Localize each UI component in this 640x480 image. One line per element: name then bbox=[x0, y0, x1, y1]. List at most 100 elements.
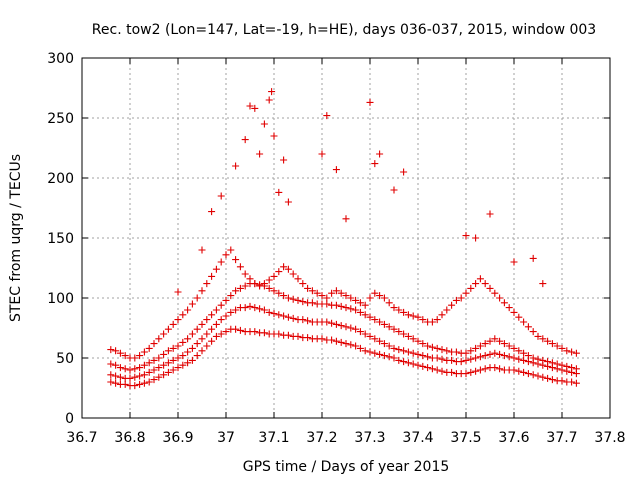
data-point bbox=[294, 275, 302, 283]
data-point bbox=[280, 156, 288, 164]
data-point bbox=[164, 325, 172, 333]
data-point bbox=[193, 294, 201, 302]
data-point bbox=[380, 294, 388, 302]
data-point bbox=[131, 373, 139, 381]
data-point bbox=[448, 368, 456, 376]
series-3 bbox=[107, 246, 580, 362]
data-point bbox=[510, 354, 518, 362]
data-point bbox=[337, 289, 345, 297]
data-point bbox=[116, 373, 124, 381]
data-point bbox=[356, 308, 364, 316]
data-point bbox=[404, 332, 412, 340]
data-point bbox=[534, 355, 542, 363]
data-point bbox=[491, 349, 499, 357]
data-point bbox=[212, 306, 220, 314]
data-point bbox=[169, 320, 177, 328]
data-point bbox=[376, 337, 384, 345]
data-point bbox=[342, 323, 350, 331]
data-point bbox=[433, 316, 441, 324]
data-point bbox=[572, 379, 580, 387]
data-point bbox=[222, 251, 230, 259]
data-point bbox=[217, 316, 225, 324]
data-point bbox=[553, 360, 561, 368]
data-point bbox=[284, 198, 292, 206]
data-point bbox=[380, 320, 388, 328]
data-point bbox=[251, 328, 259, 336]
data-point bbox=[472, 367, 480, 375]
data-point bbox=[236, 326, 244, 334]
y-tick-label: 250 bbox=[47, 111, 74, 127]
data-point bbox=[366, 332, 374, 340]
data-point bbox=[193, 325, 201, 333]
data-point bbox=[121, 365, 129, 373]
data-point bbox=[232, 287, 240, 295]
data-point bbox=[467, 347, 475, 355]
data-point bbox=[419, 362, 427, 370]
data-point bbox=[155, 364, 163, 372]
data-point bbox=[486, 210, 494, 218]
data-point bbox=[174, 288, 182, 296]
data-point bbox=[361, 301, 369, 309]
data-point bbox=[107, 371, 115, 379]
data-point bbox=[126, 374, 134, 382]
data-point bbox=[371, 349, 379, 357]
y-axis-label: STEC from uqrg / TECUs bbox=[8, 154, 24, 322]
data-point bbox=[150, 366, 158, 374]
data-point bbox=[438, 355, 446, 363]
data-point bbox=[371, 316, 379, 324]
x-tick-label: 37.6 bbox=[498, 430, 529, 446]
data-point bbox=[496, 294, 504, 302]
data-point bbox=[424, 353, 432, 361]
data-point bbox=[438, 367, 446, 375]
data-point bbox=[260, 306, 268, 314]
data-point bbox=[131, 354, 139, 362]
data-point bbox=[265, 284, 273, 292]
series-0 bbox=[107, 325, 580, 390]
data-point bbox=[112, 379, 120, 387]
data-point bbox=[472, 234, 480, 242]
data-point bbox=[107, 378, 115, 386]
data-point bbox=[179, 338, 187, 346]
data-point bbox=[438, 346, 446, 354]
data-point bbox=[203, 316, 211, 324]
x-tick-label: 37.2 bbox=[306, 430, 337, 446]
data-point bbox=[352, 296, 360, 304]
series-4 bbox=[174, 88, 547, 296]
data-point bbox=[539, 356, 547, 364]
data-point bbox=[428, 365, 436, 373]
data-point bbox=[270, 287, 278, 295]
data-point bbox=[270, 272, 278, 280]
data-point bbox=[284, 331, 292, 339]
data-point bbox=[395, 306, 403, 314]
data-point bbox=[241, 136, 249, 144]
data-point bbox=[572, 349, 580, 357]
data-point bbox=[275, 330, 283, 338]
data-point bbox=[558, 377, 566, 385]
data-point bbox=[140, 361, 148, 369]
data-point bbox=[150, 376, 158, 384]
data-point bbox=[246, 102, 254, 110]
data-point bbox=[299, 298, 307, 306]
data-point bbox=[385, 299, 393, 307]
data-point bbox=[328, 319, 336, 327]
data-point bbox=[419, 352, 427, 360]
data-point bbox=[284, 294, 292, 302]
data-point bbox=[505, 353, 513, 361]
data-point bbox=[203, 280, 211, 288]
data-point bbox=[203, 342, 211, 350]
y-tick-label: 50 bbox=[56, 351, 74, 367]
data-point bbox=[414, 350, 422, 358]
data-point bbox=[376, 318, 384, 326]
data-point bbox=[347, 305, 355, 313]
data-point bbox=[366, 294, 374, 302]
y-tick-label: 0 bbox=[65, 411, 74, 427]
data-point bbox=[289, 314, 297, 322]
data-point bbox=[500, 340, 508, 348]
data-point bbox=[510, 366, 518, 374]
data-point bbox=[448, 356, 456, 364]
data-point bbox=[304, 284, 312, 292]
data-point bbox=[371, 335, 379, 343]
data-point bbox=[188, 356, 196, 364]
data-point bbox=[568, 364, 576, 372]
data-point bbox=[505, 304, 513, 312]
